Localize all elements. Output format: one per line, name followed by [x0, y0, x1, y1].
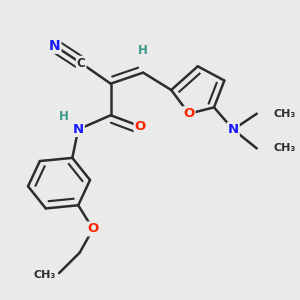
Text: N: N — [228, 123, 239, 136]
Text: C: C — [77, 57, 85, 70]
Text: CH₃: CH₃ — [273, 109, 295, 119]
Text: O: O — [87, 222, 99, 236]
Text: H: H — [58, 110, 68, 123]
Text: O: O — [183, 107, 194, 120]
Text: CH₃: CH₃ — [273, 143, 295, 153]
Text: O: O — [135, 120, 146, 133]
Text: CH₃: CH₃ — [34, 270, 56, 280]
Text: N: N — [73, 123, 84, 136]
Text: H: H — [138, 44, 148, 57]
Text: N: N — [49, 39, 60, 53]
